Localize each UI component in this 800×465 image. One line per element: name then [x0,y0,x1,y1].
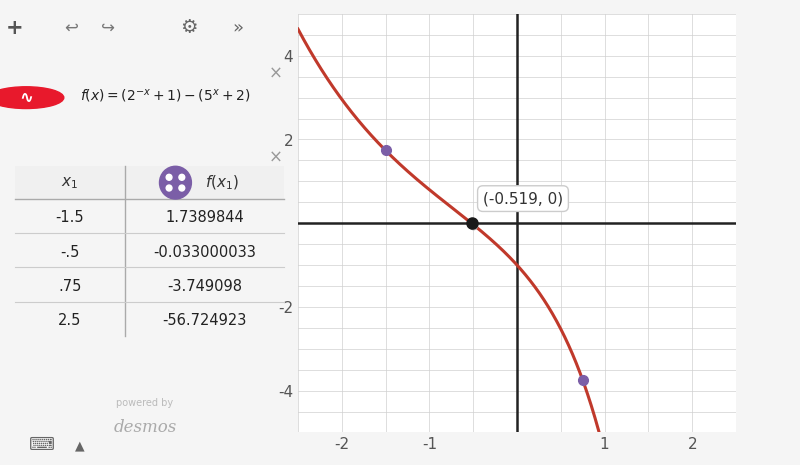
Text: ×: × [269,148,282,166]
Circle shape [179,174,185,180]
Circle shape [166,174,172,180]
Text: ∿: ∿ [19,89,33,106]
Text: -0.033000033: -0.033000033 [153,245,256,259]
Text: powered by: powered by [117,398,174,408]
Circle shape [0,87,64,108]
Text: ⌨: ⌨ [29,437,55,454]
Text: 2.5: 2.5 [58,313,82,328]
Text: desmos: desmos [114,419,177,436]
Text: +: + [6,18,23,38]
Text: ↩: ↩ [64,19,78,37]
Text: ⚙: ⚙ [180,19,198,37]
Text: 1.7389844: 1.7389844 [165,210,244,226]
Text: ▲: ▲ [75,439,85,452]
Text: $x_1$: $x_1$ [61,175,78,191]
Text: $f(x_1)$: $f(x_1)$ [205,173,239,192]
Text: »: » [232,19,243,37]
Text: -3.749098: -3.749098 [167,279,242,294]
FancyBboxPatch shape [14,166,284,199]
Text: -1.5: -1.5 [55,210,84,226]
Circle shape [166,185,172,191]
Text: (-0.519, 0): (-0.519, 0) [483,191,563,206]
Text: -56.724923: -56.724923 [162,313,246,328]
Circle shape [179,185,185,191]
Text: ×: × [269,64,282,82]
Text: $f(x)=\left(2^{-x}+1\right)-\left(5^{x}+2\right)$: $f(x)=\left(2^{-x}+1\right)-\left(5^{x}+… [80,87,250,105]
Circle shape [159,166,191,199]
Text: -.5: -.5 [60,245,79,259]
Text: .75: .75 [58,279,82,294]
Text: ↪: ↪ [102,19,115,37]
